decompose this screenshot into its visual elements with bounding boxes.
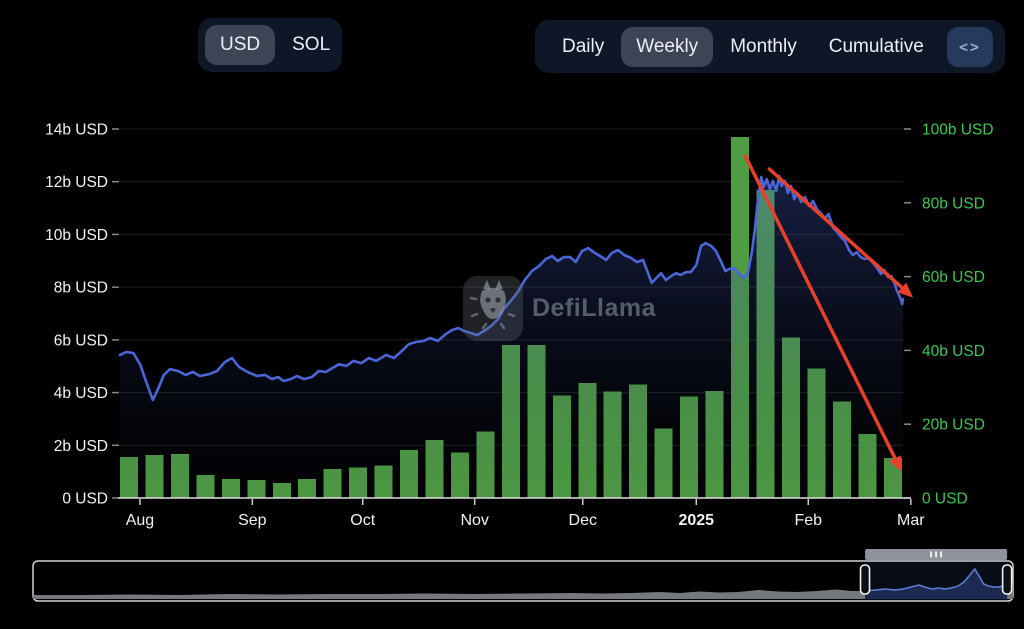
interval-weekly-button[interactable]: Weekly: [621, 26, 714, 67]
scrubber-handle-left[interactable]: [859, 564, 871, 595]
drag-grip-icon: [935, 551, 938, 558]
right-axis-label: 80b USD: [922, 195, 985, 212]
drag-grip-icon: [940, 551, 943, 558]
x-axis-label: Mar: [897, 512, 925, 529]
annotation-arrow: [767, 166, 912, 297]
left-axis-label: 6b USD: [54, 332, 108, 349]
interval-daily-button[interactable]: Daily: [547, 27, 619, 67]
left-axis-label: 14b USD: [45, 122, 108, 139]
x-axis-label: Sep: [238, 512, 267, 529]
x-axis-label: Nov: [460, 512, 488, 529]
drag-grip-icon: [930, 551, 933, 558]
annotation-arrowhead: [897, 282, 914, 298]
scrubber-handle-right[interactable]: [1001, 564, 1013, 595]
annotation-arrowhead: [889, 455, 902, 472]
right-axis-label: 60b USD: [922, 269, 985, 286]
right-axis-label: 40b USD: [922, 343, 985, 360]
minimap-line-selected: [865, 567, 1008, 592]
x-axis-label: Aug: [126, 512, 154, 529]
minimap-area-selected: [865, 569, 1008, 599]
currency-sol-button[interactable]: SOL: [277, 25, 345, 65]
interval-monthly-button[interactable]: Monthly: [715, 27, 812, 67]
currency-toggle: USD SOL: [198, 18, 342, 72]
tvl-line: [118, 174, 905, 402]
timeline-scrubber[interactable]: [0, 540, 1024, 629]
annotation-arrow: [743, 154, 902, 469]
x-axis-label: Feb: [794, 512, 822, 529]
right-axis-label: 20b USD: [922, 417, 985, 434]
tvl-area: [120, 175, 903, 498]
x-axis-label: Dec: [569, 512, 597, 529]
x-axis-label: 2025: [678, 512, 714, 529]
right-axis-label: 100b USD: [922, 122, 994, 139]
x-axis-label: Oct: [350, 512, 375, 529]
left-axis-label: 4b USD: [54, 385, 108, 402]
scrubber-track[interactable]: [32, 560, 1014, 602]
left-axis-label: 8b USD: [54, 280, 108, 297]
embed-code-icon[interactable]: <>: [946, 26, 993, 67]
left-axis-label: 10b USD: [45, 227, 108, 244]
right-axis-label: 0 USD: [922, 491, 968, 508]
interval-toggle: Daily Weekly Monthly Cumulative <>: [535, 20, 1005, 73]
currency-usd-button[interactable]: USD: [205, 25, 276, 65]
left-axis-label: 0 USD: [62, 491, 108, 508]
left-axis-label: 2b USD: [54, 438, 108, 455]
main-chart[interactable]: 14b USD 12b USD 10b USD 8b USD 6b USD 4b USD 2…: [0, 90, 1024, 540]
left-axis-label: 12b USD: [45, 174, 108, 191]
minimap-area-gray: [33, 569, 1013, 599]
interval-cumulative-button[interactable]: Cumulative: [814, 27, 939, 67]
